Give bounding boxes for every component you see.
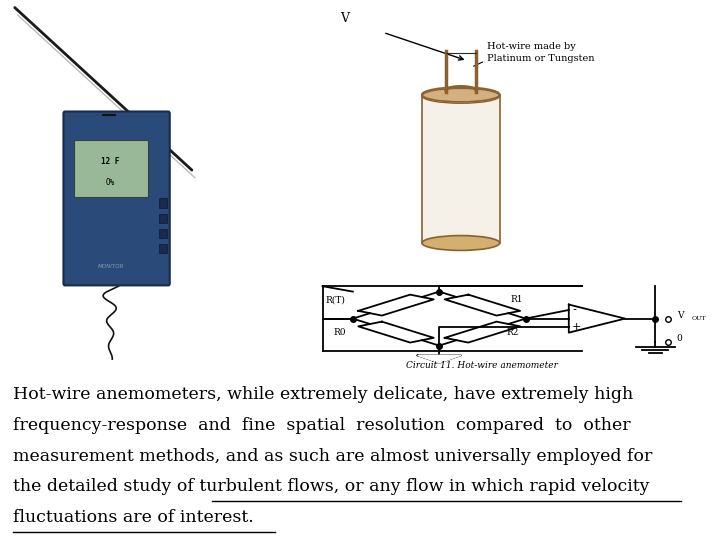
Bar	[159, 229, 167, 238]
Text: Hot-wire anemometers, while extremely delicate, have extremely high: Hot-wire anemometers, while extremely de…	[13, 386, 633, 403]
Bar	[159, 244, 167, 253]
Ellipse shape	[422, 87, 500, 102]
Text: Hot-wire made by: Hot-wire made by	[487, 42, 575, 51]
Text: R2: R2	[506, 328, 519, 337]
Text: 12 F: 12 F	[102, 158, 120, 166]
Text: measurement methods, and as such are almost universally employed for: measurement methods, and as such are alm…	[13, 448, 652, 464]
Text: R1: R1	[510, 295, 523, 305]
Text: R0: R0	[333, 328, 346, 337]
Bar	[159, 213, 167, 223]
Text: the detailed study of turbulent flows, or any flow in which rapid velocity: the detailed study of turbulent flows, o…	[13, 478, 649, 495]
Text: MONITOR: MONITOR	[97, 265, 124, 269]
Text: O%: O%	[106, 178, 115, 187]
Text: V: V	[340, 11, 349, 25]
Ellipse shape	[422, 235, 500, 251]
Text: V: V	[677, 310, 683, 320]
Text: frequency-response  and  fine  spatial  resolution  compared  to  other: frequency-response and fine spatial reso…	[13, 417, 631, 434]
FancyBboxPatch shape	[63, 111, 170, 285]
Bar	[422, 94, 500, 243]
Bar	[73, 140, 148, 197]
Text: -: -	[572, 305, 576, 314]
Text: +: +	[572, 322, 582, 332]
Text: Platinum or Tungsten: Platinum or Tungsten	[487, 54, 594, 63]
Text: fluctuations are of interest.: fluctuations are of interest.	[13, 509, 253, 526]
Text: OUT: OUT	[692, 316, 706, 321]
Bar	[159, 198, 167, 208]
Text: 0: 0	[677, 334, 683, 343]
Text: Circuit 11. Hot-wire anemometer: Circuit 11. Hot-wire anemometer	[407, 361, 558, 370]
Text: R(T): R(T)	[325, 295, 346, 305]
Polygon shape	[418, 355, 461, 363]
